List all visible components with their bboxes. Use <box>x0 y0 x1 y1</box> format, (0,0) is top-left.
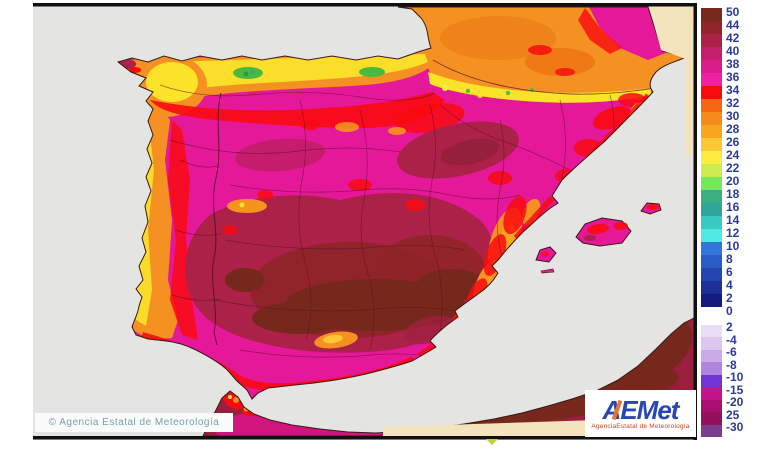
legend-tick-label: 28 <box>726 122 740 136</box>
copyright-badge: © Agencia Estatal de Meteorología <box>35 413 233 432</box>
legend-cell <box>701 216 722 229</box>
legend-cell <box>701 325 722 338</box>
legend-tick-label: 24 <box>726 148 740 162</box>
legend-cell <box>701 229 722 242</box>
legend-tick-label: 42 <box>726 31 740 45</box>
legend-cell <box>701 34 722 47</box>
legend-tick-label: 44 <box>726 18 740 32</box>
legend-tick-label: -15 <box>726 382 744 397</box>
legend-tick-label: 12 <box>726 226 740 240</box>
legend-cell <box>701 125 722 138</box>
aemet-logo: AEMet AgenciaEstatal de Meteorología <box>585 390 696 437</box>
legend-tick-label: 14 <box>726 213 740 227</box>
aemet-wordmark: AEMet <box>602 394 680 425</box>
legend-tick-label: 32 <box>726 96 740 110</box>
legend-tick-label: 2 <box>726 320 733 334</box>
legend-cell <box>701 281 722 294</box>
no-data-region-top-right <box>649 6 694 156</box>
copyright-text: © Agencia Estatal de Meteorología <box>48 417 220 428</box>
legend-cell <box>701 86 722 99</box>
legend-tick-label: 26 <box>726 135 740 149</box>
legend-tick-label: -4 <box>726 332 737 347</box>
legend-cell <box>701 138 722 151</box>
legend-tick-label: 34 <box>726 83 740 97</box>
legend-cell <box>701 203 722 216</box>
france-spain-border <box>432 59 656 95</box>
legend-cell <box>701 424 722 438</box>
legend-cell <box>701 99 722 112</box>
legend-tick-label: 0 <box>726 304 733 318</box>
legend-tick-label: 36 <box>726 70 740 84</box>
legend-tick-label: 10 <box>726 239 740 253</box>
legend-tick-label: -10 <box>726 370 744 384</box>
legend-cell <box>701 349 722 363</box>
cursor-artifact <box>486 439 498 445</box>
legend-cell <box>701 151 722 164</box>
portugal-spain-border <box>212 92 222 346</box>
legend-cell <box>701 60 722 73</box>
legend-tick-label: 22 <box>726 161 740 175</box>
legend-cell <box>701 190 722 203</box>
legend-cell <box>701 47 722 60</box>
legend-cell <box>701 255 722 268</box>
legend-tick-label: 2 <box>726 291 733 305</box>
legend-tick-label: -30 <box>726 420 744 434</box>
legend-tick-label: 20 <box>726 174 740 188</box>
legend-tick-label: 16 <box>726 200 740 214</box>
legend-cell <box>701 21 722 34</box>
legend-tick-label: 40 <box>726 44 740 58</box>
aemet-logo-caption: AgenciaEstatal de Meteorología <box>591 422 690 430</box>
legend-cell <box>701 387 722 400</box>
legend-tick-label: 50 <box>726 5 740 19</box>
formentera <box>540 268 555 274</box>
map-frame-border <box>33 3 697 440</box>
legend-tick-label: 30 <box>726 109 740 123</box>
legend-cell <box>701 73 722 86</box>
legend-tick-label: 25 <box>726 407 740 422</box>
temperature-legend: 50 44 42 40 38 36 34 32 30 28 26 24 22 20 18 16 14 12 10 8 6… <box>701 5 760 440</box>
legend-cell <box>701 164 722 177</box>
legend-tick-label: 18 <box>726 187 740 201</box>
legend-cell <box>701 112 722 125</box>
legend-cell <box>701 8 722 21</box>
legend-tick-label: 8 <box>726 252 733 266</box>
legend-tick-label: -6 <box>726 345 737 359</box>
legend-tick-label: -20 <box>726 395 744 409</box>
legend-tick-label: 38 <box>726 57 740 71</box>
legend-cell <box>701 412 722 425</box>
legend-cell <box>701 337 722 350</box>
legend-cell <box>701 399 722 413</box>
legend-cell <box>701 268 722 281</box>
legend-tick-label: -8 <box>726 357 737 372</box>
legend-tick-label: 4 <box>726 278 733 292</box>
legend-tick-label: 6 <box>726 265 733 279</box>
legend-cell <box>701 242 722 255</box>
legend-cell <box>701 362 722 375</box>
legend-cell <box>701 294 722 307</box>
legend-cell <box>701 177 722 190</box>
legend-cell <box>701 374 722 388</box>
